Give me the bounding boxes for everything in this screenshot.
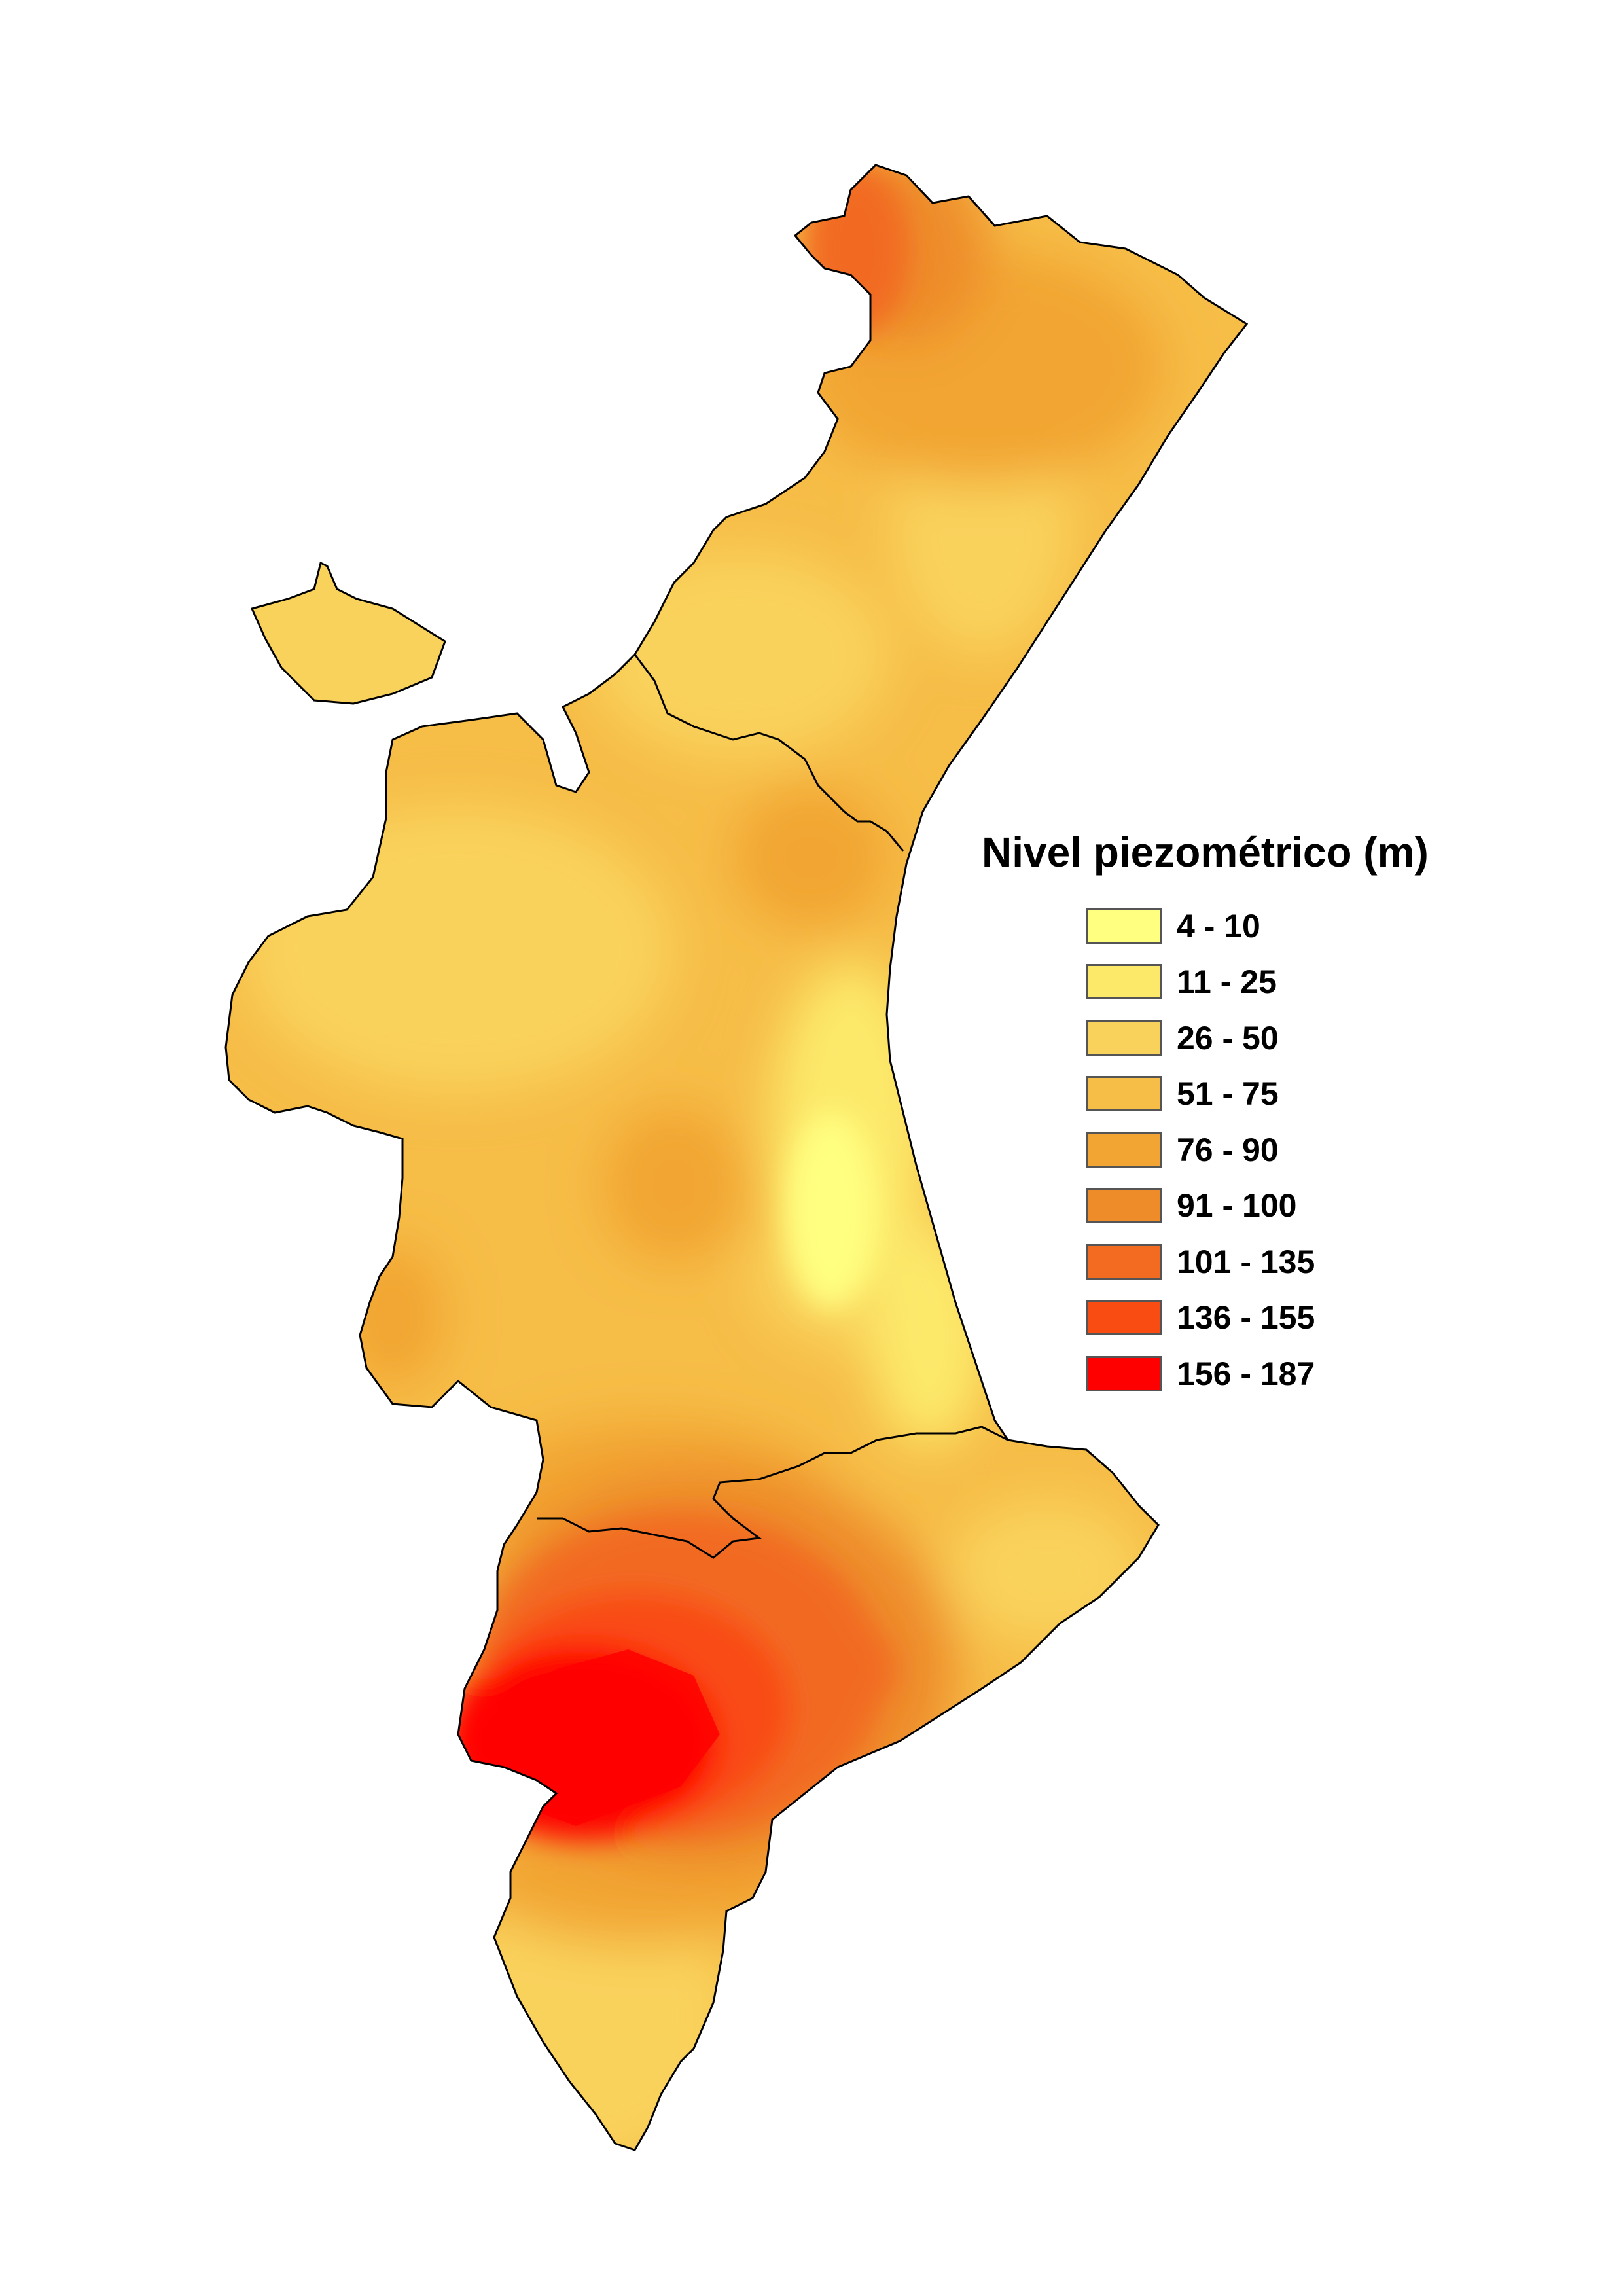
province-boundary-south xyxy=(537,1426,1008,1559)
legend-swatch xyxy=(1086,1300,1162,1336)
legend-label: 156 - 187 xyxy=(1177,1355,1315,1392)
legend-label: 26 - 50 xyxy=(1177,1019,1279,1056)
legend-label: 136 - 155 xyxy=(1177,1299,1315,1336)
legend-item: 26 - 50 xyxy=(1086,1010,1479,1066)
legend-swatch xyxy=(1086,1132,1162,1168)
legend-item: 136 - 155 xyxy=(1086,1290,1479,1346)
legend-swatch xyxy=(1086,1188,1162,1224)
legend-label: 51 - 75 xyxy=(1177,1075,1279,1113)
map-legend: Nivel piezométrico (m) 4 - 10 11 - 25 26 -… xyxy=(982,826,1479,1402)
legend-item: 76 - 90 xyxy=(1086,1122,1479,1178)
legend-swatch xyxy=(1086,1244,1162,1280)
legend-item: 156 - 187 xyxy=(1086,1346,1479,1402)
legend-swatch xyxy=(1086,1355,1162,1391)
legend-item: 91 - 100 xyxy=(1086,1178,1479,1234)
legend-item: 51 - 75 xyxy=(1086,1066,1479,1122)
legend-swatch xyxy=(1086,908,1162,944)
legend-label: 91 - 100 xyxy=(1177,1187,1297,1225)
legend-swatch xyxy=(1086,1020,1162,1056)
enclave-shape xyxy=(250,561,446,705)
legend-swatch xyxy=(1086,1076,1162,1112)
legend-title: Nivel piezométrico (m) xyxy=(982,829,1429,876)
province-boundary-north xyxy=(633,654,904,852)
legend-label: 101 - 135 xyxy=(1177,1243,1315,1280)
legend-label: 11 - 25 xyxy=(1177,963,1277,1001)
legend-label: 4 - 10 xyxy=(1177,907,1260,944)
legend-item: 4 - 10 xyxy=(1086,898,1479,954)
legend-item: 11 - 25 xyxy=(1086,954,1479,1011)
legend-swatch xyxy=(1086,964,1162,1000)
legend-list: 4 - 10 11 - 25 26 - 50 51 - 75 76 - 90 91 - 1… xyxy=(1086,898,1479,1402)
legend-item: 101 - 135 xyxy=(1086,1234,1479,1290)
legend-label: 76 - 90 xyxy=(1177,1131,1279,1168)
